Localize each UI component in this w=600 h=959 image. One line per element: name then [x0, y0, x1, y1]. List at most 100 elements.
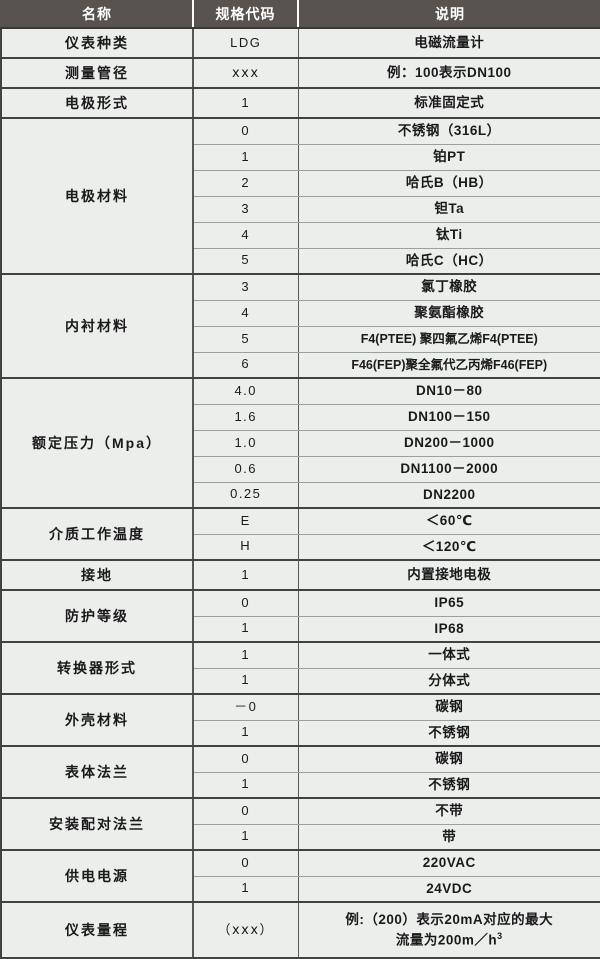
description-cell: 例：100表示DN100 [297, 57, 600, 89]
table-row: H ＜120℃ [1, 533, 600, 561]
description-cell: 钽Ta [297, 195, 600, 223]
description-cell: F4(PTEE) 聚四氟乙烯F4(PTEE) [297, 325, 600, 353]
description-cell: 例:（200）表示20mA对应的最大 流量为200m／h3 [297, 901, 600, 959]
description-cell: DN2200 [297, 481, 600, 509]
description-cell: 标准固定式 [297, 87, 600, 119]
row-name-11: 外壳材料 [0, 693, 194, 747]
description-cell: DN1100－2000 [297, 455, 600, 483]
spec-code-cell: 5 [192, 325, 299, 353]
description-cell: 碳钢 [297, 693, 600, 721]
spec-code-cell: 4 [192, 221, 299, 249]
description-line: 例:（200）表示20mA对应的最大 [345, 912, 554, 928]
description-cell: 不锈钢（316L） [297, 117, 600, 145]
table-row: 接地 1 内置接地电极 [0, 559, 600, 591]
table-row: 2 哈氏B（HB） [1, 169, 600, 197]
row-name-7: 介质工作温度 [0, 507, 194, 561]
row-name-6: 额定压力（Mpa） [0, 377, 194, 509]
row-name-5: 内衬材料 [0, 273, 194, 379]
description-cell: 铂PT [297, 143, 600, 171]
spec-code-cell: －0 [192, 693, 299, 721]
row-name-12: 表体法兰 [0, 745, 194, 799]
table-row: 测量管径 ⅹⅹⅹ 例：100表示DN100 [0, 57, 600, 89]
spec-code-cell: 1 [192, 559, 299, 591]
spec-code-cell: E [192, 507, 299, 535]
spec-code-cell: 1 [192, 615, 299, 643]
table-row: 0.25 DN2200 [1, 481, 600, 509]
description-cell: ＜60℃ [297, 507, 600, 535]
table-row: 电极材料 0 不锈钢（316L） [0, 117, 600, 275]
spec-code-cell: 0 [192, 849, 299, 877]
table-row: 仪表种类 LDG 电磁流量计 [0, 27, 600, 59]
description-cell: 24VDC [297, 875, 600, 903]
table-row: 转换器形式 1 一体式 [0, 641, 600, 695]
spec-code-cell: 3 [192, 273, 299, 301]
spec-code-cell: 1 [192, 143, 299, 171]
description-cell: 不锈钢 [297, 771, 600, 799]
spec-code-cell: 1 [192, 823, 299, 851]
table-row: 1 不锈钢 [1, 719, 600, 747]
row-name-15: 仪表量程 [0, 901, 194, 959]
spec-code-cell: 3 [192, 195, 299, 223]
table-row: 5 哈氏C（HC） [1, 247, 600, 275]
table-row: 安装配对法兰 0 不带 [0, 797, 600, 851]
spec-code-cell: ⅹⅹⅹ [192, 57, 299, 89]
table-row: 1 分体式 [1, 667, 600, 695]
superscript: 3 [497, 930, 503, 941]
table-row: 1 铂PT [1, 143, 600, 171]
table-row: 6 F46(FEP)聚全氟代乙丙烯F46(FEP) [1, 351, 600, 379]
table-row: 介质工作温度 E ＜60℃ [0, 507, 600, 561]
table-row: 电极形式 1 标准固定式 [0, 87, 600, 119]
description-cell: 聚氨酯橡胶 [297, 299, 600, 327]
spec-code-cell: 1.0 [192, 429, 299, 457]
table-row: 1 24VDC [1, 875, 600, 903]
table-row: 1 IP68 [1, 615, 600, 643]
spec-code-cell: 0 [192, 117, 299, 145]
spec-code-cell: 0.25 [192, 481, 299, 509]
description-cell: 不锈钢 [297, 719, 600, 747]
row-name-10: 转换器形式 [0, 641, 194, 695]
spec-code-cell: 2 [192, 169, 299, 197]
spec-code-cell: 0 [192, 589, 299, 617]
row-name-4: 电极材料 [0, 117, 194, 275]
column-header-code: 规格代码 [193, 0, 299, 29]
table-row: 1.0 DN200－1000 [1, 429, 600, 457]
spec-code-cell: 4 [192, 299, 299, 327]
description-cell: 哈氏B（HB） [297, 169, 600, 197]
description-cell: IP65 [297, 589, 600, 617]
table-row: 防护等级 0 IP65 [0, 589, 600, 643]
description-cell: 220VAC [297, 849, 600, 877]
description-cell: IP68 [297, 615, 600, 643]
table-row: 1.6 DN100－150 [1, 403, 600, 431]
description-cell: 氯丁橡胶 [297, 273, 600, 301]
description-cell: 带 [297, 823, 600, 851]
row-name-13: 安装配对法兰 [0, 797, 194, 851]
table-row: 内衬材料 3 氯丁橡胶 [0, 273, 600, 379]
row-name-9: 防护等级 [0, 589, 194, 643]
spec-code-cell: 1 [192, 771, 299, 799]
row-name-14: 供电电源 [0, 849, 194, 903]
spec-code-cell: 1.6 [192, 403, 299, 431]
row-name-2: 测量管径 [0, 57, 194, 89]
table-row: 外壳材料 －0 碳钢 [0, 693, 600, 747]
spec-code-cell: LDG [192, 27, 299, 59]
description-cell: 钛Ti [297, 221, 600, 249]
spec-code-cell: （ⅹⅹⅹ） [192, 901, 299, 959]
spec-code-cell: H [192, 533, 299, 561]
description-cell: DN10－80 [297, 377, 600, 405]
spec-code-cell: 1 [192, 641, 299, 669]
table-row: 仪表量程 （ⅹⅹⅹ） 例:（200）表示20mA对应的最大 流量为200m／h3 [0, 901, 600, 959]
row-name-3: 电极形式 [0, 87, 194, 119]
description-cell: DN100－150 [297, 403, 600, 431]
table-row: 表体法兰 0 碳钢 [0, 745, 600, 799]
table-row: 4 钛Ti [1, 221, 600, 249]
spec-code-cell: 0 [192, 797, 299, 825]
description-cell: F46(FEP)聚全氟代乙丙烯F46(FEP) [297, 351, 600, 379]
description-cell: DN200－1000 [297, 429, 600, 457]
column-header-description: 说明 [298, 0, 600, 29]
row-name-1: 仪表种类 [0, 27, 194, 59]
description-cell: 不带 [297, 797, 600, 825]
description-cell: 哈氏C（HC） [297, 247, 600, 275]
header-row: 名称 规格代码 说明 [0, 0, 600, 29]
